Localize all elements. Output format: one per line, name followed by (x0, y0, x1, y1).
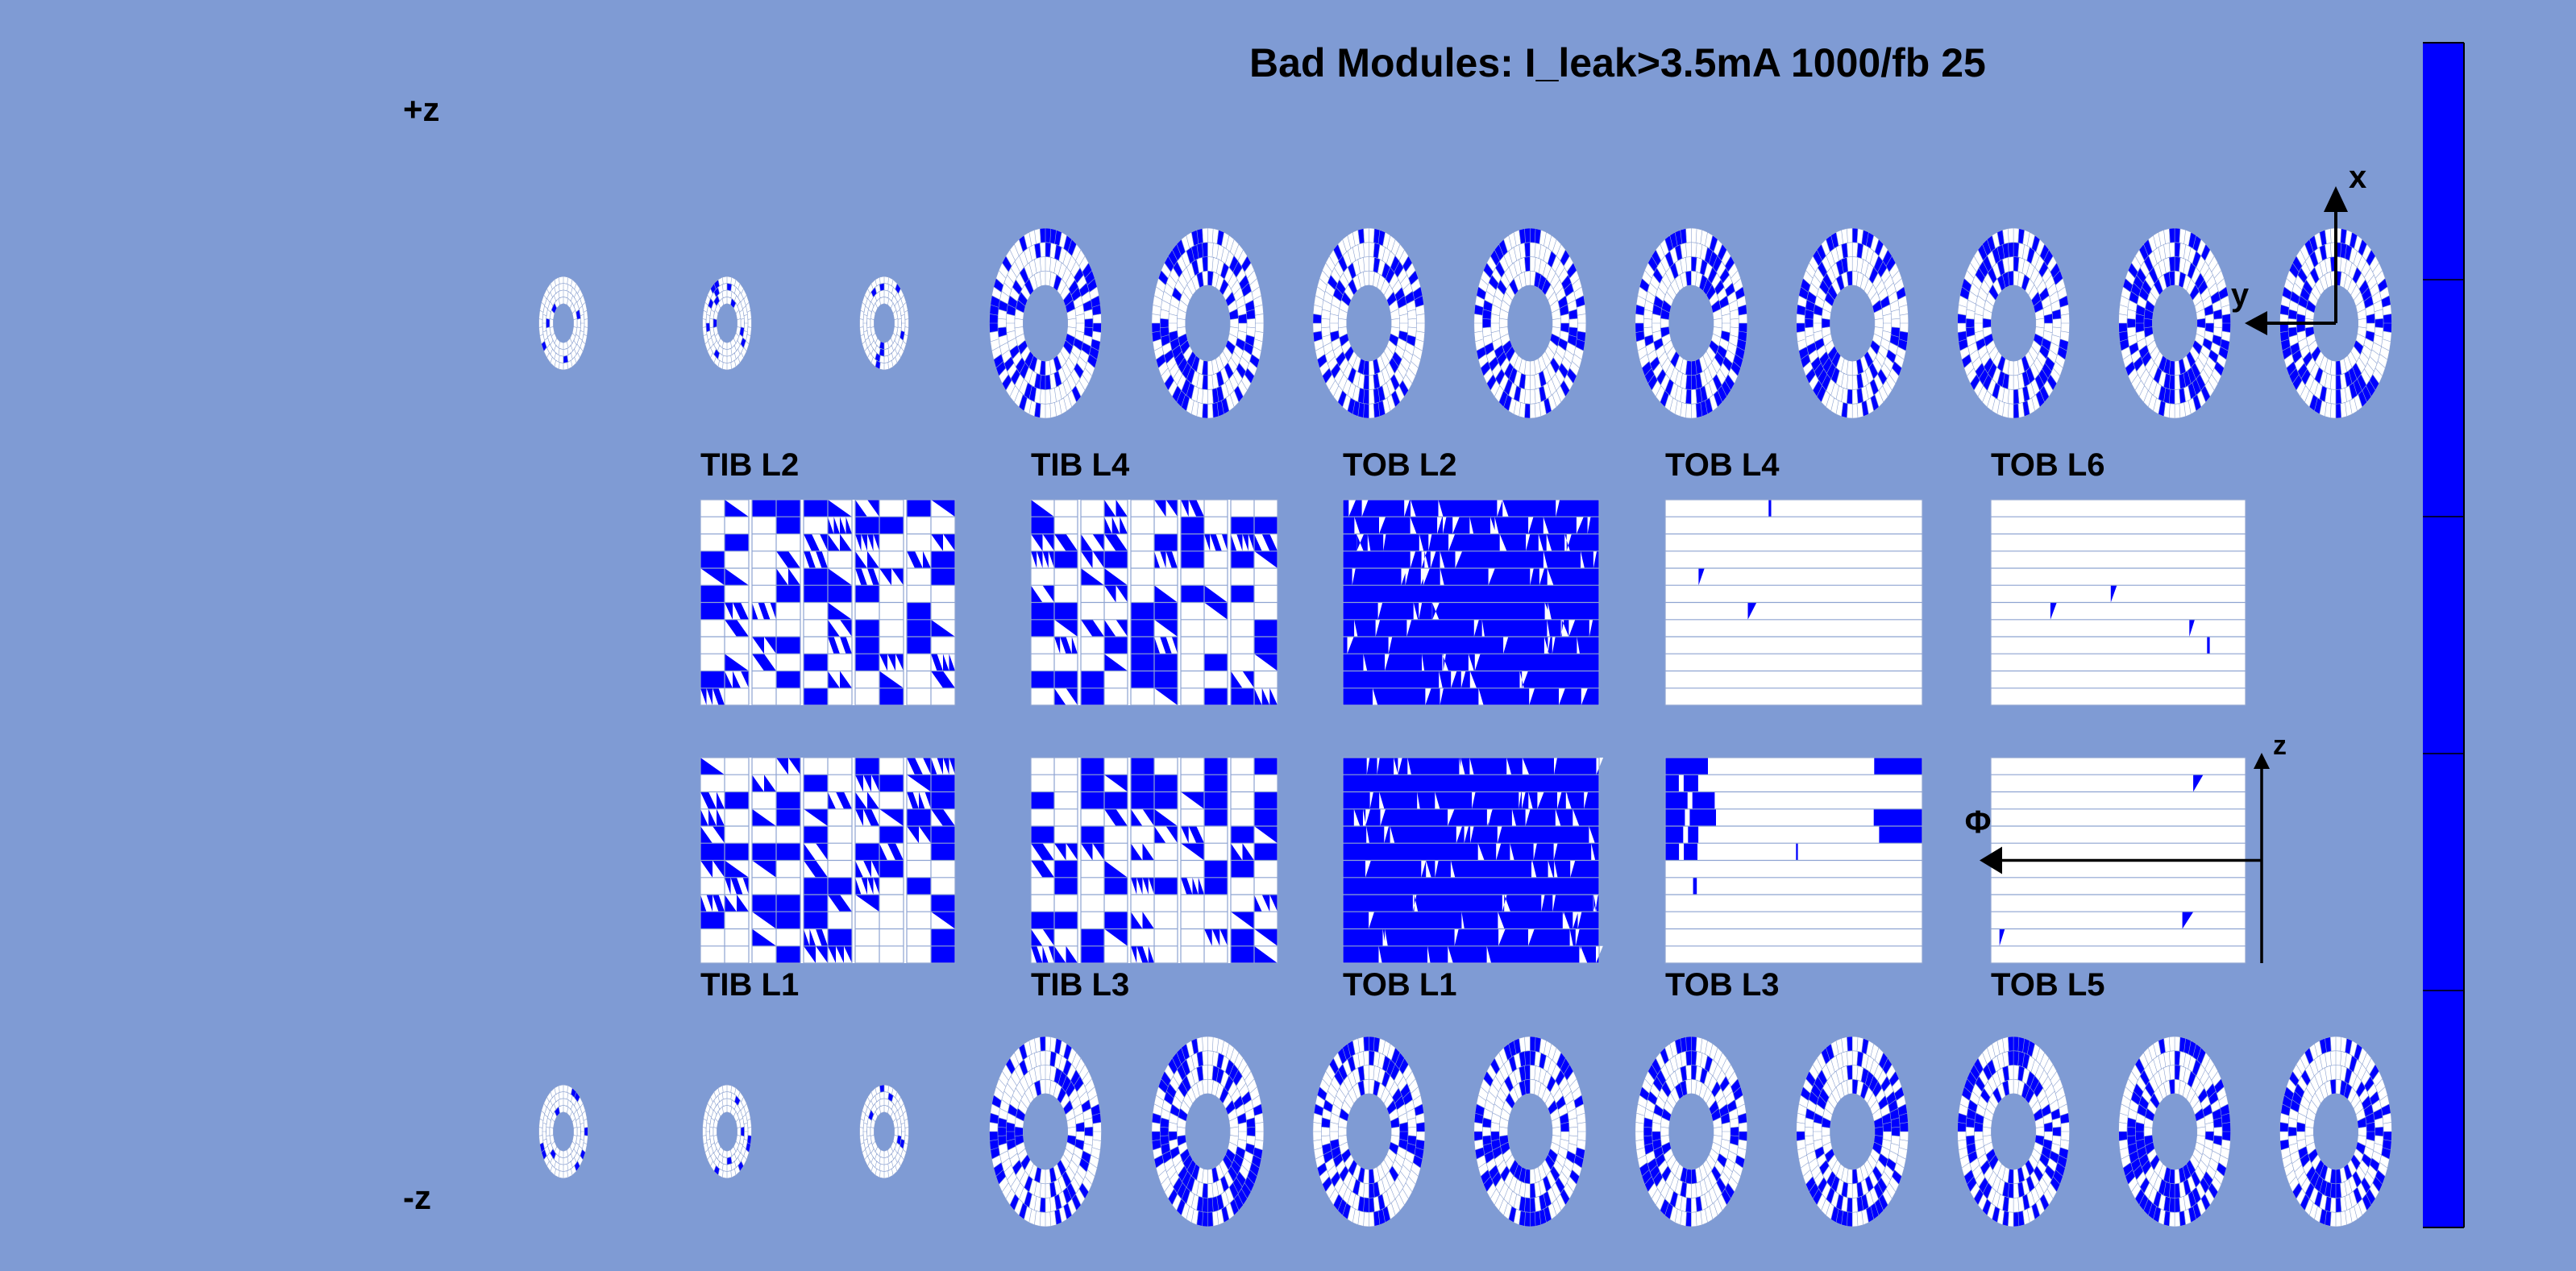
svg-text:TIB L4: TIB L4 (1031, 447, 1130, 483)
svg-text:TOB L5: TOB L5 (1991, 967, 2105, 1003)
svg-text:TOB L1: TOB L1 (1343, 967, 1457, 1003)
svg-text:TIB L2: TIB L2 (700, 447, 799, 483)
svg-text:Φ: Φ (1965, 805, 1992, 841)
svg-text:Bad Modules: I_leak>3.5mA 1000: Bad Modules: I_leak>3.5mA 1000/fb 25 (1249, 40, 1986, 85)
svg-text:TIB L1: TIB L1 (700, 967, 799, 1003)
svg-text:TOB L4: TOB L4 (1665, 447, 1780, 483)
svg-text:TOB L3: TOB L3 (1665, 967, 1780, 1003)
svg-text:x: x (2349, 160, 2366, 195)
svg-text:+z: +z (403, 90, 440, 128)
svg-text:y: y (2231, 277, 2250, 313)
svg-text:TIB L3: TIB L3 (1031, 967, 1129, 1003)
svg-text:z: z (2273, 730, 2287, 761)
svg-text:TOB L2: TOB L2 (1343, 447, 1457, 483)
svg-text:TOB L6: TOB L6 (1991, 447, 2105, 483)
svg-text:-z: -z (403, 1178, 431, 1216)
